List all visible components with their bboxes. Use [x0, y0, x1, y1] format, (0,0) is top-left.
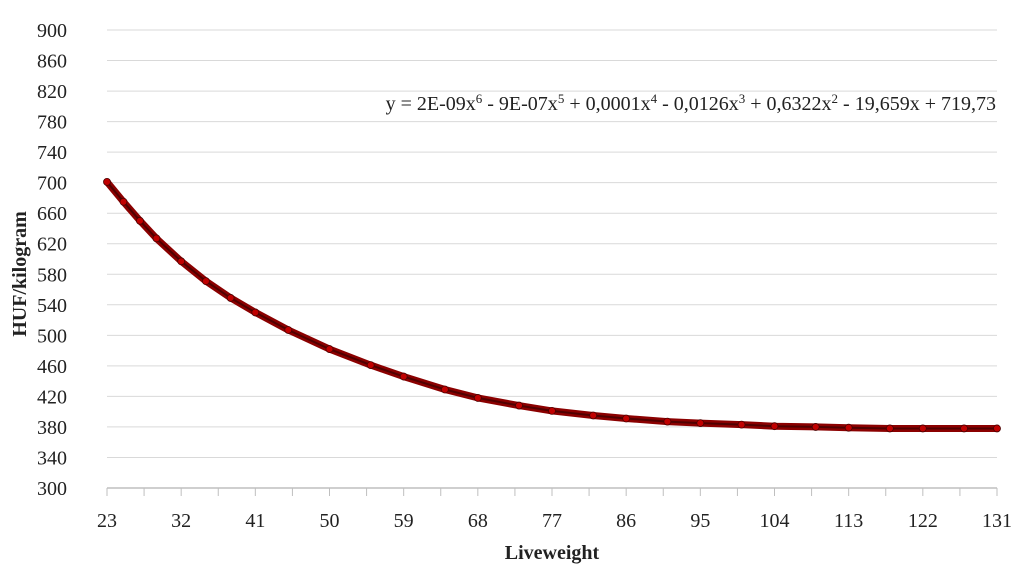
equation-term: y = 2E-09x	[386, 93, 476, 115]
y-tick-label: 300	[37, 478, 67, 500]
y-tick-label: 420	[37, 386, 67, 408]
y-tick-label: 540	[37, 295, 67, 317]
data-point	[152, 234, 161, 243]
y-tick-label: 340	[37, 447, 67, 469]
x-tick-label: 77	[542, 510, 562, 532]
data-point	[226, 294, 235, 302]
data-point	[284, 326, 293, 334]
x-tick-label: 59	[394, 510, 414, 532]
data-point	[811, 423, 820, 431]
y-tick-label: 660	[37, 203, 67, 225]
series-line-core	[106, 180, 998, 430]
equation-term: + 0,6322x	[745, 93, 831, 115]
equation-exponent: 4	[651, 91, 658, 106]
y-tick-label: 780	[37, 112, 67, 134]
y-tick-label: 900	[37, 20, 67, 42]
data-point	[548, 407, 556, 415]
data-point	[844, 423, 853, 432]
x-tick-label: 104	[760, 510, 790, 532]
y-tick-label: 700	[37, 173, 67, 195]
data-point	[515, 401, 523, 410]
data-point	[440, 385, 449, 394]
x-tick-label: 32	[171, 510, 191, 532]
x-tick-label: 113	[834, 510, 863, 532]
equation-term: - 19,659x + 719,73	[838, 93, 996, 115]
data-series	[103, 178, 1001, 433]
y-tick-label: 380	[37, 417, 67, 439]
x-tick-label: 95	[690, 510, 710, 532]
x-tick-label: 50	[320, 510, 340, 532]
data-point	[960, 424, 968, 433]
equation-term: - 9E-07x	[482, 93, 558, 115]
y-tick-label: 460	[37, 356, 67, 378]
data-point	[663, 417, 672, 426]
y-tick-label: 620	[37, 234, 67, 256]
axes: 300 340 380 420 460 500 540 580 620 660 700 740 780 8…	[37, 20, 1012, 532]
y-tick-label: 860	[37, 51, 67, 73]
y-tick-label: 820	[37, 81, 67, 103]
data-point	[177, 257, 186, 266]
data-point	[737, 420, 746, 429]
equation-exponent: 2	[832, 91, 839, 106]
x-tick-label: 68	[468, 510, 488, 532]
data-point	[366, 361, 375, 370]
equation-term: + 0,0001x	[564, 93, 650, 115]
x-tick-label: 23	[97, 510, 117, 532]
data-point	[251, 308, 260, 317]
x-tick-label: 122	[908, 510, 938, 532]
equation-term: - 0,0126x	[657, 93, 739, 115]
data-point	[136, 216, 144, 225]
data-point	[885, 424, 894, 433]
data-point	[103, 178, 111, 186]
x-tick-label: 41	[245, 510, 265, 532]
data-point	[325, 345, 334, 353]
data-point	[918, 424, 927, 433]
data-point	[473, 394, 482, 402]
x-tick-label: 131	[982, 510, 1012, 532]
equation-exponent: 5	[558, 91, 565, 106]
trendline-equation: y = 2E-09x6 - 9E-07x5 + 0,0001x4 - 0,012…	[386, 91, 996, 116]
data-point	[622, 414, 631, 423]
equation-exponent: 3	[739, 91, 746, 106]
labels: y = 2E-09x6 - 9E-07x5 + 0,0001x4 - 0,012…	[9, 91, 996, 565]
y-axis-title: HUF/kilogram	[9, 211, 31, 337]
data-point	[993, 424, 1001, 433]
data-point	[589, 411, 598, 420]
y-tick-label: 580	[37, 264, 67, 286]
x-axis-title: Liveweight	[505, 542, 600, 564]
x-tick-label: 86	[616, 510, 636, 532]
y-tick-label: 500	[37, 325, 67, 347]
data-point	[696, 419, 705, 428]
data-point	[770, 422, 779, 431]
data-point	[201, 277, 210, 286]
data-point	[119, 197, 128, 206]
data-point	[399, 372, 408, 381]
grid-lines	[107, 29, 997, 458]
equation-exponent: 6	[476, 91, 483, 106]
y-tick-label: 740	[37, 142, 67, 164]
